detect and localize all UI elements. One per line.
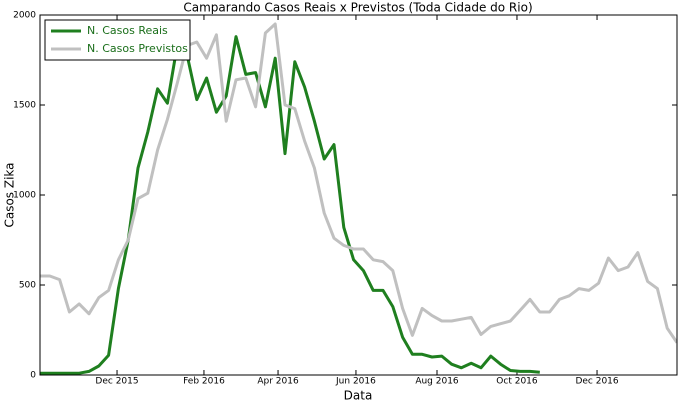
- chart-title: Camparando Casos Reais x Previstos (Toda…: [183, 1, 532, 15]
- legend-label: N. Casos Previstos: [87, 42, 188, 55]
- x-tick-label: Aug 2016: [415, 377, 459, 387]
- x-tick-label: Dec 2016: [575, 377, 618, 387]
- x-tick-label: Jun 2016: [335, 377, 376, 387]
- y-tick-label: 1000: [13, 191, 36, 201]
- y-axis-label: Casos Zika: [3, 162, 17, 227]
- y-tick-label: 500: [19, 281, 36, 291]
- series-line: [40, 22, 677, 344]
- legend-label: N. Casos Reais: [87, 24, 168, 37]
- y-tick-label: 0: [30, 371, 36, 381]
- x-tick-label: Feb 2016: [183, 377, 225, 387]
- y-tick-label: 1500: [13, 101, 36, 111]
- legend-box: [44, 19, 191, 61]
- x-tick-label: Oct 2016: [496, 377, 538, 387]
- x-tick-label: Apr 2016: [257, 377, 299, 387]
- series-line: [40, 35, 540, 375]
- x-tick-label: Dec 2015: [95, 377, 138, 387]
- plot-frame: [39, 14, 678, 376]
- x-axis-label: Data: [344, 389, 373, 403]
- y-tick-label: 2000: [13, 11, 36, 21]
